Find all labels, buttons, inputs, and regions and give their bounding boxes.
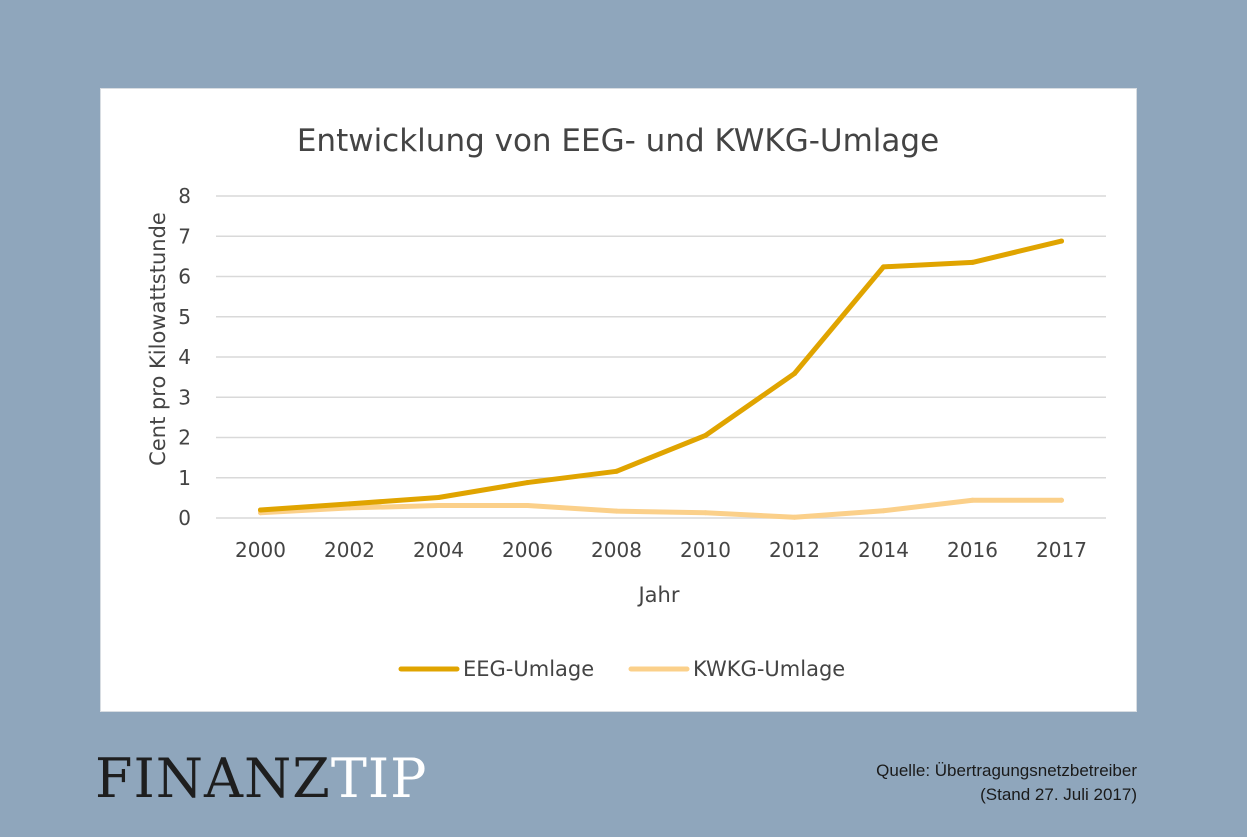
y-axis-ticks: 0 1 2 3 4 5 6 7 8	[178, 184, 191, 530]
data-point-kwkg	[436, 503, 441, 509]
x-tick-label: 2012	[769, 538, 820, 562]
data-point-eeg	[881, 264, 886, 270]
series-line-kwkg	[258, 497, 1064, 520]
chart-legend: EEG-Umlage KWKG-Umlage	[398, 657, 845, 681]
y-axis-label: Cent pro Kilowattstunde	[146, 212, 170, 466]
grid-lines	[216, 195, 1106, 519]
data-point-eeg	[614, 468, 619, 474]
data-point-kwkg	[347, 505, 352, 511]
y-tick-label: 5	[178, 305, 191, 329]
data-point-eeg	[347, 501, 352, 507]
y-tick-label: 6	[178, 265, 191, 289]
y-tick-label: 7	[178, 224, 191, 248]
chart-panel: Entwicklung von EEG- und KWKG-Umlage 0 1 2…	[101, 89, 1136, 711]
y-tick-label: 8	[178, 184, 191, 208]
series-lines	[258, 238, 1064, 520]
x-tick-label: 2004	[413, 538, 464, 562]
source-line: Quelle: Übertragungsnetzbetreiber	[876, 761, 1137, 780]
data-point-kwkg	[1059, 497, 1064, 503]
x-tick-label: 2014	[858, 538, 909, 562]
data-point-eeg	[258, 507, 263, 513]
data-point-eeg	[703, 432, 708, 438]
y-tick-label: 2	[178, 426, 191, 450]
data-point-kwkg	[614, 508, 619, 514]
data-point-eeg	[1059, 238, 1064, 244]
line-chart: Entwicklung von EEG- und KWKG-Umlage 0 1 2…	[146, 123, 1106, 681]
source-note: Quelle: Übertragungsnetzbetreiber (Stand…	[876, 759, 1137, 807]
logo-word-finanz: FINANZ	[95, 747, 331, 810]
y-tick-label: 0	[178, 506, 191, 530]
data-point-eeg	[525, 480, 530, 486]
data-point-kwkg	[525, 503, 530, 509]
logo-word-tip: TIP	[330, 747, 428, 810]
data-point-kwkg	[970, 497, 975, 503]
y-tick-label: 1	[178, 466, 191, 490]
x-tick-label: 2006	[502, 538, 553, 562]
series-line-eeg	[258, 238, 1064, 513]
x-tick-label: 2017	[1036, 538, 1087, 562]
data-point-eeg	[970, 259, 975, 265]
x-tick-label: 2002	[324, 538, 375, 562]
data-point-kwkg	[703, 510, 708, 516]
x-tick-label: 2010	[680, 538, 731, 562]
source-date: (Stand 27. Juli 2017)	[980, 785, 1137, 804]
x-axis-label: Jahr	[636, 583, 679, 607]
finanztip-logo: FINANZTIP	[95, 752, 428, 806]
x-tick-label: 2000	[235, 538, 286, 562]
x-axis-ticks: 2000 2002 2004 2006 2008 2010 2012 2014 2016 2017	[235, 538, 1087, 562]
data-point-eeg	[436, 494, 441, 500]
data-point-eeg	[792, 371, 797, 377]
x-tick-label: 2016	[947, 538, 998, 562]
chart-title: Entwicklung von EEG- und KWKG-Umlage	[297, 123, 939, 159]
y-tick-label: 3	[178, 385, 191, 409]
y-tick-label: 4	[178, 345, 191, 369]
x-tick-label: 2008	[591, 538, 642, 562]
legend-label-kwkg: KWKG-Umlage	[693, 657, 845, 681]
data-point-kwkg	[792, 514, 797, 520]
legend-label-eeg: EEG-Umlage	[463, 657, 594, 681]
data-point-kwkg	[881, 508, 886, 514]
